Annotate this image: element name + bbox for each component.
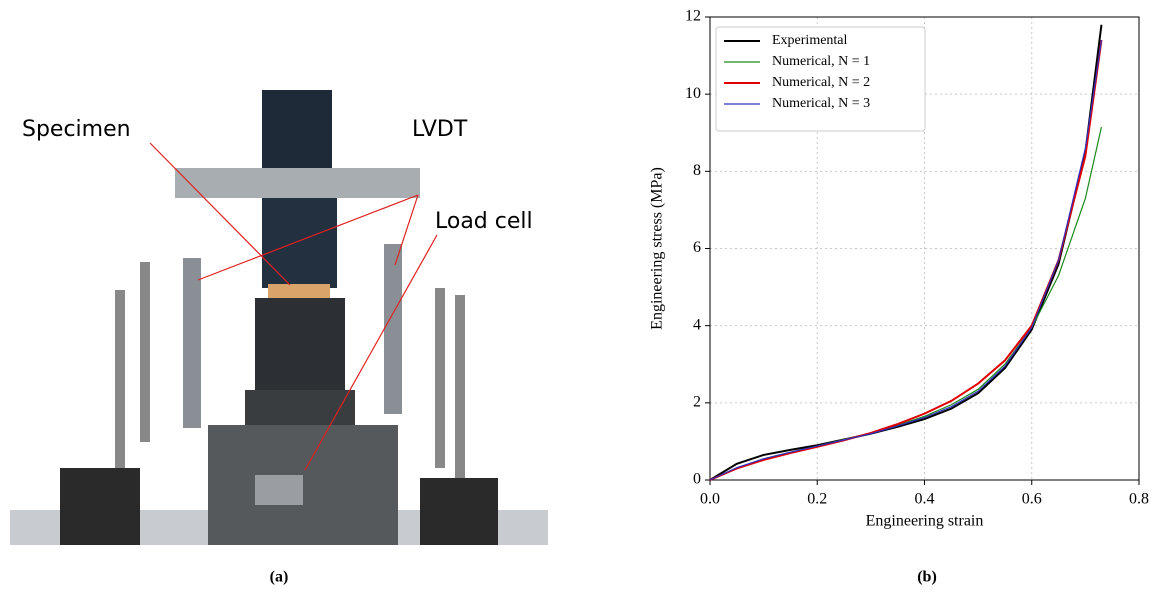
specimen [268,284,330,298]
x-tick-label: 0.0 [700,491,720,508]
y-tick-label: 10 [685,85,701,102]
y-tick-label: 6 [693,239,701,256]
x-tick-label: 0.6 [1022,491,1042,508]
leader-line [149,142,291,286]
leader-line [394,194,419,266]
leader-line [197,194,419,281]
x-tick-label: 0.4 [915,491,935,508]
x-axis-label: Engineering strain [866,513,984,530]
y-tick-label: 0 [693,471,701,488]
leader-lines [149,142,438,471]
lvdt-right [384,244,402,414]
y-tick-label: 12 [685,8,701,25]
leader-line [304,234,438,471]
column [262,90,332,175]
caption: (b) [917,569,937,586]
photo-label: LVDT [412,117,468,142]
legend-label: Numerical, N = 2 [772,75,870,90]
photo-label: Specimen [22,117,131,142]
stand [435,288,445,468]
plot-frame [709,16,1140,481]
stand [140,262,150,442]
legend-label: Experimental [772,33,848,48]
caption: (a) [270,569,289,586]
plot: 0.0 0.2 0.4 0.6 0.8 0 2 4 6 8 10 12 Engineering stra… [649,8,1149,530]
x-tick-label: 0.8 [1129,491,1149,508]
x-tick-label: 0.2 [807,491,827,508]
photo-label: Load cell [435,209,533,234]
lower-cylinder [255,298,345,393]
upper-cylinder [262,198,337,288]
series-line [709,24,1103,481]
legend-label: Numerical, N = 3 [772,96,870,111]
magnet-base [60,468,140,545]
platen [175,168,420,198]
legend-label: Numerical, N = 1 [772,54,870,69]
lvdt-left [183,258,201,428]
stand [455,295,465,495]
y-tick-label: 8 [693,162,701,179]
y-tick-label: 2 [693,394,701,411]
legend-box [715,26,926,132]
photo: Specimen LVDT Load cell [10,90,548,545]
y-axis-label: Engineering stress (MPa) [649,167,666,330]
load-cell [255,475,303,505]
magnet-base [420,478,498,545]
stand [115,290,125,490]
y-tick-label: 4 [693,316,701,333]
series-line [709,40,1103,481]
